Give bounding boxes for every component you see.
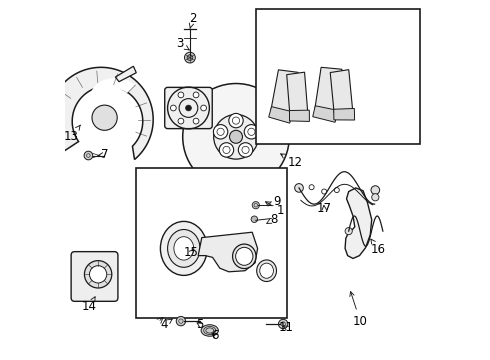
Bar <box>136 168 288 318</box>
Text: 14: 14 <box>82 297 97 313</box>
Ellipse shape <box>257 260 276 282</box>
Text: 11: 11 <box>279 321 294 334</box>
Polygon shape <box>116 66 136 82</box>
Circle shape <box>171 105 176 111</box>
Circle shape <box>178 92 184 98</box>
Ellipse shape <box>174 237 194 260</box>
Polygon shape <box>287 72 308 115</box>
Circle shape <box>178 118 184 124</box>
Text: 7: 7 <box>98 148 108 161</box>
Text: 5: 5 <box>196 318 204 331</box>
Text: 1: 1 <box>266 202 284 217</box>
Polygon shape <box>290 110 309 121</box>
Circle shape <box>278 319 288 329</box>
Circle shape <box>238 143 253 157</box>
Circle shape <box>90 266 107 283</box>
Polygon shape <box>271 70 298 116</box>
Circle shape <box>229 130 243 143</box>
Circle shape <box>220 143 234 157</box>
Text: 2: 2 <box>189 12 196 28</box>
FancyBboxPatch shape <box>165 87 212 129</box>
Circle shape <box>213 125 228 139</box>
Polygon shape <box>334 108 355 120</box>
Circle shape <box>193 92 199 98</box>
Circle shape <box>193 118 199 124</box>
Ellipse shape <box>160 221 207 275</box>
Text: 17: 17 <box>317 202 332 215</box>
Circle shape <box>214 114 258 159</box>
Circle shape <box>345 228 352 235</box>
Circle shape <box>187 55 193 60</box>
Text: 6: 6 <box>211 329 218 342</box>
Ellipse shape <box>236 247 253 265</box>
Circle shape <box>185 52 196 63</box>
Text: 9: 9 <box>268 195 280 208</box>
Polygon shape <box>330 70 353 113</box>
Circle shape <box>183 84 289 190</box>
Ellipse shape <box>233 244 256 269</box>
Text: 10: 10 <box>350 292 368 328</box>
Circle shape <box>372 194 379 201</box>
Circle shape <box>84 151 93 160</box>
Polygon shape <box>269 107 293 123</box>
Circle shape <box>84 261 112 288</box>
Ellipse shape <box>168 230 200 267</box>
Polygon shape <box>345 188 372 258</box>
Text: 16: 16 <box>371 239 386 256</box>
Circle shape <box>294 184 303 192</box>
Circle shape <box>201 105 206 111</box>
Text: 15: 15 <box>184 246 198 259</box>
Circle shape <box>244 125 259 139</box>
Polygon shape <box>198 232 258 272</box>
Circle shape <box>176 316 186 326</box>
Polygon shape <box>49 67 153 159</box>
Text: 12: 12 <box>281 154 303 169</box>
Ellipse shape <box>260 263 273 278</box>
Polygon shape <box>313 106 338 122</box>
FancyBboxPatch shape <box>71 252 118 301</box>
Circle shape <box>252 202 259 209</box>
Circle shape <box>92 105 117 130</box>
Circle shape <box>251 216 258 222</box>
Text: 8: 8 <box>267 213 277 226</box>
Circle shape <box>371 186 380 194</box>
Circle shape <box>229 113 243 128</box>
Circle shape <box>186 105 192 111</box>
Polygon shape <box>315 67 342 115</box>
Text: 4: 4 <box>160 318 173 331</box>
Text: 13: 13 <box>64 125 80 143</box>
Text: 3: 3 <box>176 37 189 50</box>
Ellipse shape <box>201 325 219 336</box>
Bar <box>256 9 419 144</box>
